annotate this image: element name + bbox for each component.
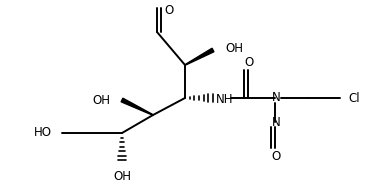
Text: O: O [244,55,254,68]
Text: OH: OH [92,93,110,106]
Text: NH: NH [216,93,234,105]
Text: HO: HO [34,126,52,140]
Text: O: O [164,4,174,16]
Text: OH: OH [113,170,131,183]
Text: N: N [272,115,280,129]
Text: Cl: Cl [348,92,360,104]
Text: OH: OH [225,42,243,54]
Polygon shape [121,98,153,115]
Text: N: N [272,91,280,103]
Text: O: O [272,151,280,163]
Polygon shape [185,48,214,65]
